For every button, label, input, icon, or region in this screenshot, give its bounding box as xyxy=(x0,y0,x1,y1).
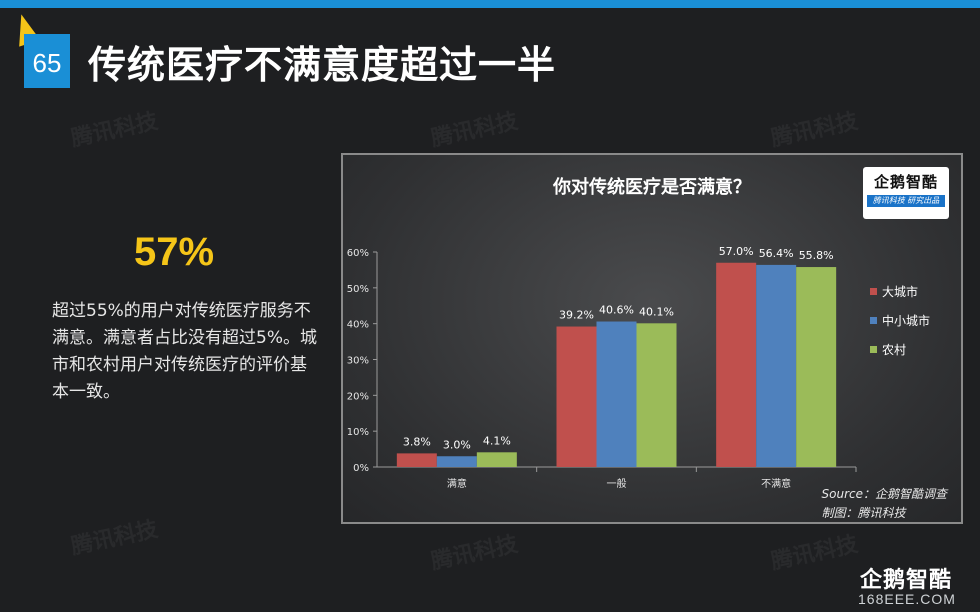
top-accent-bar xyxy=(0,0,980,8)
slide-title: 传统医疗不满意度超过一半 xyxy=(88,43,557,87)
page-number: 65 xyxy=(24,34,70,88)
data-label: 3.8% xyxy=(403,435,431,448)
data-label: 40.6% xyxy=(599,304,634,317)
y-tick-label: 0% xyxy=(353,463,369,474)
description-text: 超过55%的用户对传统医疗服务不满意。满意者占比没有超过5%。城市和农村用户对传… xyxy=(52,301,317,402)
bar xyxy=(756,264,797,467)
legend-swatch xyxy=(870,317,877,324)
site-watermark: 168EEE.COM xyxy=(858,591,956,607)
brand-logo: 企鹅智酷 xyxy=(860,568,953,593)
watermark: 腾讯科技 xyxy=(768,109,861,152)
legend-swatch xyxy=(870,346,877,353)
bar xyxy=(636,323,677,467)
y-tick-label: 30% xyxy=(347,356,369,367)
bar xyxy=(596,321,637,467)
credit-line: 制图：腾讯科技 xyxy=(821,506,906,520)
bar xyxy=(796,267,837,467)
chart-logo: 企鹅智酷 腾讯科技 研究出品 xyxy=(863,167,949,219)
data-label: 39.2% xyxy=(559,309,594,322)
source-line: Source：企鹅智酷调查 xyxy=(821,487,947,501)
watermark: 腾讯科技 xyxy=(428,532,521,575)
watermark: 腾讯科技 xyxy=(768,532,861,575)
y-tick-label: 10% xyxy=(347,427,369,438)
bar xyxy=(716,262,757,467)
y-tick-label: 50% xyxy=(347,284,369,295)
category-label: 一般 xyxy=(607,477,627,490)
headline-stat: 57% xyxy=(134,230,215,274)
y-tick-label: 40% xyxy=(347,320,369,331)
data-label: 40.1% xyxy=(639,305,674,318)
chart-panel: 你对传统医疗是否满意？ 企鹅智酷 腾讯科技 研究出品 0% 10% 20% 30% 40… xyxy=(341,153,963,524)
data-label: 56.4% xyxy=(759,247,794,260)
data-label: 57.0% xyxy=(719,245,754,258)
data-label: 55.8% xyxy=(799,249,834,262)
data-label: 3.0% xyxy=(443,438,471,451)
legend-swatch xyxy=(870,288,877,295)
category-label: 满意 xyxy=(447,477,467,490)
y-tick-label: 20% xyxy=(347,391,369,402)
watermark: 腾讯科技 xyxy=(68,109,161,152)
chart-logo-tagline: 腾讯科技 研究出品 xyxy=(867,195,945,207)
data-label: 4.1% xyxy=(483,434,511,447)
legend-label: 中小城市 xyxy=(882,313,930,328)
legend-label: 大城市 xyxy=(882,284,918,299)
bar-chart: 0% 10% 20% 30% 40% 50% 60% 3.8% 3.0% 4.1% 满意 39.2% 4… xyxy=(347,245,930,490)
category-label: 不满意 xyxy=(761,477,791,490)
chart-title: 你对传统医疗是否满意？ xyxy=(553,177,751,198)
bar xyxy=(476,452,517,467)
source-note: Source：企鹅智酷调查 制图：腾讯科技 xyxy=(822,485,947,523)
watermark: 腾讯科技 xyxy=(428,109,521,152)
bar xyxy=(556,326,597,467)
bar xyxy=(396,453,437,467)
bar xyxy=(436,456,477,467)
watermark: 腾讯科技 xyxy=(68,517,161,560)
legend-label: 农村 xyxy=(882,343,906,357)
y-tick-label: 60% xyxy=(347,248,369,259)
chart-logo-name: 企鹅智酷 xyxy=(873,173,938,191)
